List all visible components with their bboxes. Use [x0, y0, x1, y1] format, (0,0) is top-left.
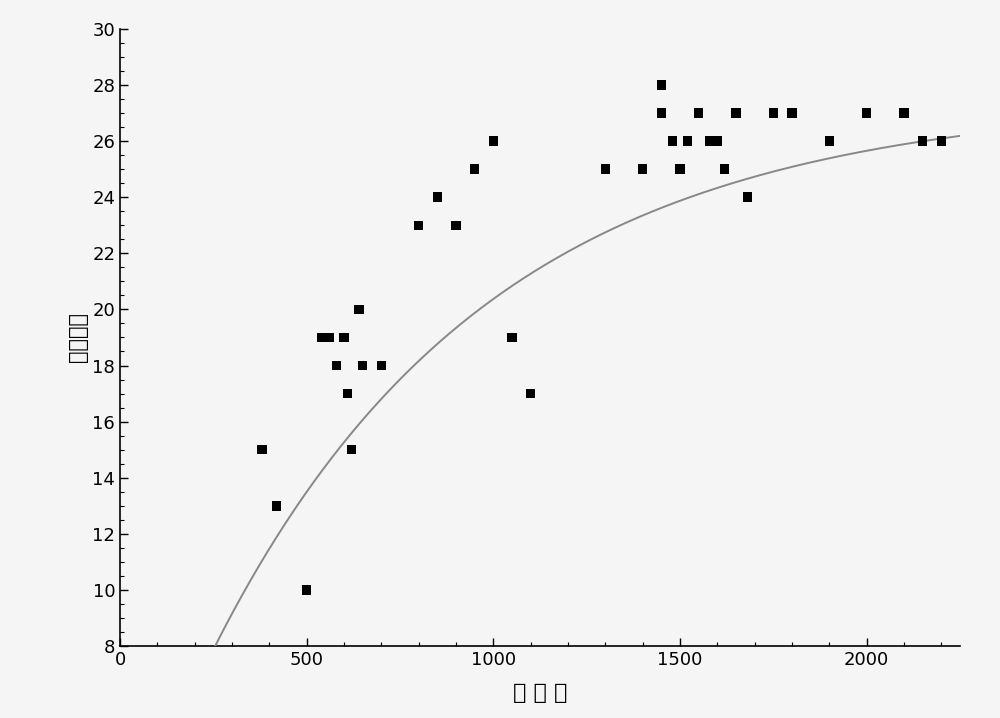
Point — [739, 192, 755, 203]
Point — [635, 163, 651, 174]
Point — [355, 360, 371, 371]
Point — [336, 332, 352, 343]
Point — [821, 135, 837, 146]
Point — [665, 135, 681, 146]
Point — [709, 135, 725, 146]
Point — [915, 135, 931, 146]
Point — [717, 163, 733, 174]
Point — [679, 135, 695, 146]
Point — [691, 107, 707, 118]
Point — [504, 332, 520, 343]
Point — [269, 500, 285, 512]
Point — [329, 360, 345, 371]
Point — [859, 107, 875, 118]
Point — [765, 107, 781, 118]
Point — [523, 388, 539, 399]
Point — [448, 220, 464, 231]
Point — [597, 163, 613, 174]
Point — [896, 107, 912, 118]
Point — [299, 584, 315, 596]
Point — [728, 107, 744, 118]
Point — [373, 360, 389, 371]
Point — [784, 107, 800, 118]
Point — [351, 304, 367, 315]
Point — [254, 444, 270, 455]
Point — [343, 444, 359, 455]
X-axis label: 总 亮 度: 总 亮 度 — [513, 683, 567, 703]
Point — [340, 388, 356, 399]
Point — [429, 192, 445, 203]
Point — [702, 135, 718, 146]
Point — [467, 163, 483, 174]
Point — [411, 220, 427, 231]
Point — [485, 135, 501, 146]
Point — [321, 332, 337, 343]
Point — [672, 163, 688, 174]
Point — [314, 332, 330, 343]
Point — [653, 107, 669, 118]
Point — [653, 79, 669, 90]
Y-axis label: 日出时间: 日出时间 — [68, 312, 88, 363]
Point — [933, 135, 949, 146]
